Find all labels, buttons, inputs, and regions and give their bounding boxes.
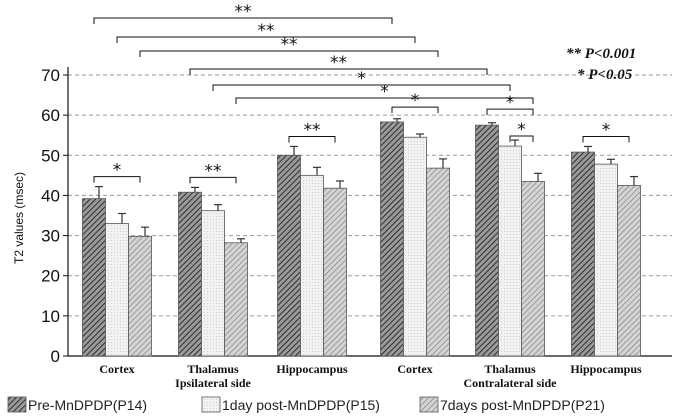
significance-marker: *	[357, 69, 366, 89]
legend-label: 7days post-MnDPDP(P21)	[440, 397, 605, 413]
x-group-label: Contralateral side	[464, 376, 558, 390]
significance-bracket	[93, 17, 393, 24]
significance-marker: **	[304, 120, 321, 140]
bar	[201, 210, 225, 357]
significance-marker: *	[113, 161, 122, 181]
bar	[277, 154, 301, 357]
bar	[323, 187, 347, 357]
y-tick-label: 10	[41, 307, 60, 326]
significance-bracket	[288, 135, 336, 143]
significance-bracket	[116, 36, 416, 43]
significance-bracket	[235, 97, 534, 104]
significance-legend-item: * P<0.05	[577, 67, 633, 83]
bar	[224, 242, 248, 357]
y-tick-label: 20	[41, 267, 60, 286]
significance-legend-item: ** P<0.001	[566, 46, 636, 62]
significance-marker: *	[602, 120, 611, 140]
y-tick-label: 50	[41, 146, 60, 165]
x-category-label: Cortex	[99, 362, 134, 376]
legend-swatch	[7, 396, 27, 413]
bar	[403, 136, 427, 357]
bars	[82, 118, 641, 357]
bar	[82, 198, 106, 357]
bar	[498, 145, 522, 357]
significance-bracket	[391, 106, 439, 114]
x-category-label: Hippocampus	[570, 362, 642, 376]
legend-swatch	[419, 396, 439, 413]
bar	[617, 184, 641, 357]
significance-bracket	[212, 84, 511, 91]
bar	[128, 235, 152, 357]
y-tick-label: 30	[41, 227, 60, 246]
bar	[178, 191, 202, 357]
significance-marker: *	[380, 82, 389, 102]
bar	[380, 121, 404, 357]
y-axis-label: T2 values (msec)	[12, 172, 26, 264]
x-category-label: Cortex	[397, 362, 432, 376]
significance-marker: *	[506, 93, 515, 113]
x-group-label: Ipsilateral side	[175, 376, 251, 390]
significance-marker: **	[258, 21, 275, 41]
x-category-label: Hippocampus	[276, 362, 348, 376]
y-tick-label: 40	[41, 186, 60, 205]
y-tick-label: 60	[41, 106, 60, 125]
significance-marker: *	[517, 120, 526, 140]
significance-marker: *	[411, 91, 420, 111]
axis-labels: 0 10 20 30 40 50 60 70 Cortex Thalamus Hippocampus…	[41, 66, 642, 390]
x-category-label: Thalamus	[484, 362, 536, 376]
significance-marker: **	[205, 161, 222, 181]
significance-bracket	[582, 135, 630, 143]
significance-brackets: ********** * *** **** *	[93, 2, 630, 184]
bar	[521, 180, 545, 357]
significance-legend: ** P<0.001 * P<0.05	[566, 46, 636, 83]
y-tick-label: 70	[41, 66, 60, 85]
significance-bracket	[509, 135, 534, 143]
bar	[105, 223, 129, 357]
significance-bracket	[486, 108, 534, 116]
bar	[594, 163, 618, 357]
significance-marker: **	[281, 35, 298, 55]
bar	[426, 167, 450, 357]
legend-label: 1day post-MnDPDP(P15)	[222, 397, 380, 413]
significance-bracket	[139, 50, 439, 57]
bar	[475, 124, 499, 357]
significance-marker: **	[235, 2, 252, 22]
bar	[300, 174, 324, 357]
legend: Pre-MnDPDP(P14) 1day post-MnDPDP(P15) 7day…	[7, 396, 605, 413]
legend-swatch	[201, 396, 221, 413]
y-tick-label: 0	[51, 347, 60, 366]
significance-bracket	[189, 176, 237, 184]
significance-bracket	[189, 68, 488, 75]
legend-label: Pre-MnDPDP(P14)	[28, 397, 147, 413]
grid-lines	[68, 74, 672, 317]
significance-bracket	[93, 176, 141, 183]
x-category-label: Thalamus	[187, 362, 239, 376]
bar	[571, 151, 595, 357]
significance-marker: **	[330, 53, 347, 73]
